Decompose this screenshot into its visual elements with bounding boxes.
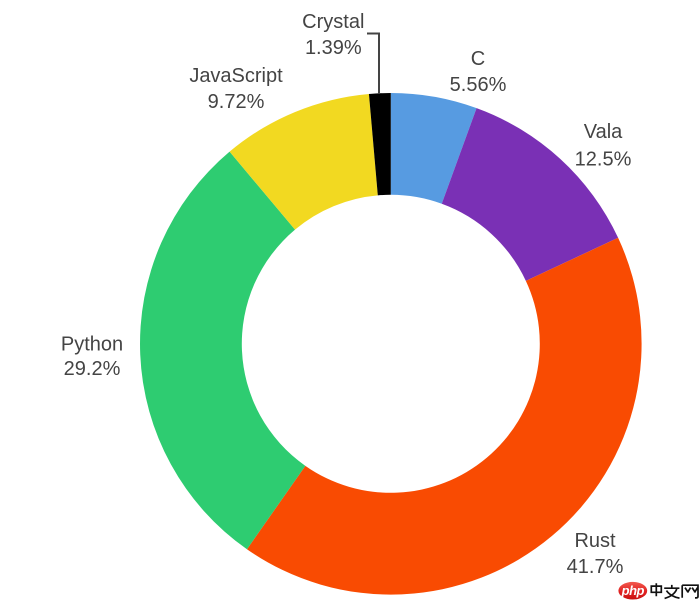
- svg-text:12.5%: 12.5%: [575, 149, 632, 171]
- svg-text:JavaScript: JavaScript: [189, 65, 283, 87]
- svg-text:Python: Python: [61, 334, 123, 356]
- svg-text:Rust: Rust: [574, 530, 616, 552]
- svg-text:29.2%: 29.2%: [64, 358, 121, 380]
- svg-text:C: C: [471, 48, 485, 70]
- svg-text:Crystal: Crystal: [302, 11, 364, 33]
- svg-text:1.39%: 1.39%: [305, 37, 362, 59]
- svg-text:5.56%: 5.56%: [450, 74, 507, 96]
- svg-text:php: php: [621, 583, 645, 598]
- svg-text:9.72%: 9.72%: [208, 91, 265, 113]
- svg-text:41.7%: 41.7%: [567, 556, 624, 578]
- svg-text:Vala: Vala: [584, 121, 623, 143]
